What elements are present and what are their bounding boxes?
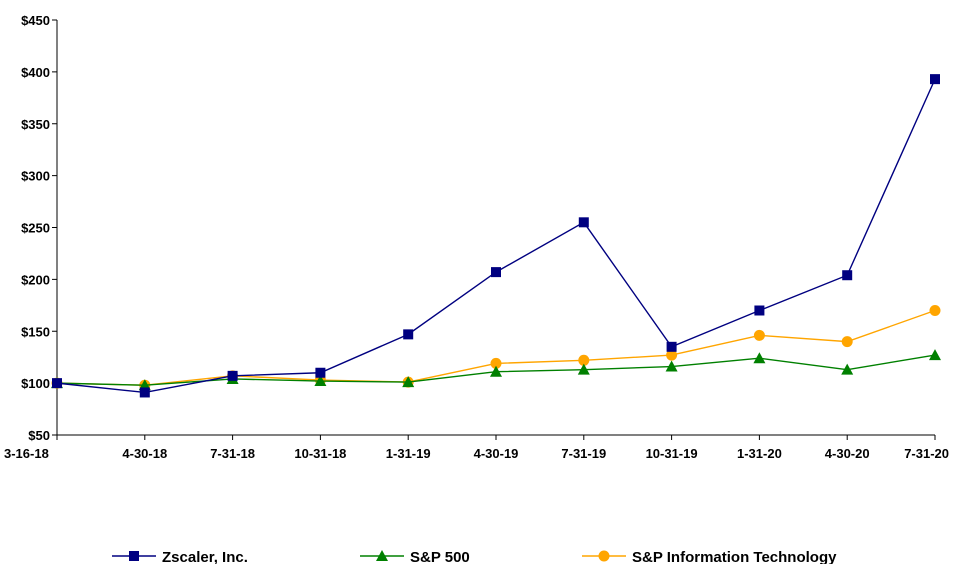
data-point xyxy=(227,370,238,381)
axes: $50 $100 $150 $200 $250 $300 $350 $400 $450 3-16-… xyxy=(4,13,949,461)
y-tick-label: $400 xyxy=(21,65,50,80)
legend-label: Zscaler, Inc. xyxy=(162,549,248,564)
y-tick-label: $50 xyxy=(28,428,50,443)
data-point xyxy=(929,305,941,316)
data-point xyxy=(754,305,765,316)
data-point xyxy=(577,363,590,375)
legend-item: S&P Information Technology xyxy=(582,549,837,566)
data-point xyxy=(665,360,678,372)
x-tick-label: 10-31-18 xyxy=(294,446,346,461)
data-point xyxy=(929,349,941,361)
data-point xyxy=(841,336,853,348)
series-layer xyxy=(51,74,941,398)
data-point xyxy=(666,341,677,352)
x-tick-label: 4-30-18 xyxy=(122,446,167,461)
y-tick-label: $150 xyxy=(21,324,50,339)
data-point xyxy=(930,74,940,85)
data-point xyxy=(314,375,327,387)
y-tick-label: $100 xyxy=(21,376,50,391)
y-tick-label: $200 xyxy=(21,272,50,287)
x-tick-label: 1-31-20 xyxy=(737,446,782,461)
y-tick-label: $350 xyxy=(21,117,50,132)
x-tick-label: 3-16-18 xyxy=(4,446,49,461)
x-tick-label: 10-31-19 xyxy=(646,446,698,461)
legend-marker xyxy=(598,550,610,562)
legend-label: S&P Information Technology xyxy=(632,549,837,564)
legend-item: S&P 500 xyxy=(360,549,470,566)
data-point xyxy=(753,352,766,364)
data-point xyxy=(402,376,415,388)
x-tick-label: 4-30-20 xyxy=(825,446,870,461)
legend-marker xyxy=(376,550,388,561)
data-point xyxy=(491,267,501,278)
data-point xyxy=(315,367,326,378)
x-tick-label: 7-31-18 xyxy=(210,446,255,461)
data-point xyxy=(139,387,150,398)
data-point xyxy=(666,349,678,361)
legend-marker xyxy=(129,551,139,561)
x-tick-label: 7-31-19 xyxy=(561,446,606,461)
legend-item: Zscaler, Inc. xyxy=(112,549,248,566)
x-tick-label: 1-31-19 xyxy=(386,446,431,461)
y-tick-label: $450 xyxy=(21,13,50,28)
legend-label: S&P 500 xyxy=(410,549,470,564)
data-point xyxy=(841,363,854,375)
x-tick-label: 7-31-20 xyxy=(904,446,949,461)
series-triangle xyxy=(51,349,941,391)
x-tick-label: 4-30-19 xyxy=(474,446,519,461)
data-point xyxy=(578,354,590,366)
data-point xyxy=(138,379,151,391)
data-point xyxy=(578,217,589,228)
series-square xyxy=(52,74,940,398)
data-point xyxy=(753,329,765,341)
data-point xyxy=(490,357,502,369)
data-point xyxy=(403,329,414,340)
series-line xyxy=(56,78,936,394)
y-tick-label: $300 xyxy=(21,169,50,184)
data-point xyxy=(490,365,502,377)
data-point xyxy=(52,378,62,389)
y-tick-label: $250 xyxy=(21,221,50,236)
data-point xyxy=(842,270,853,281)
legend: Zscaler, Inc. S&P 500 S&P Information Tech… xyxy=(112,549,837,566)
series-circle xyxy=(51,305,941,391)
